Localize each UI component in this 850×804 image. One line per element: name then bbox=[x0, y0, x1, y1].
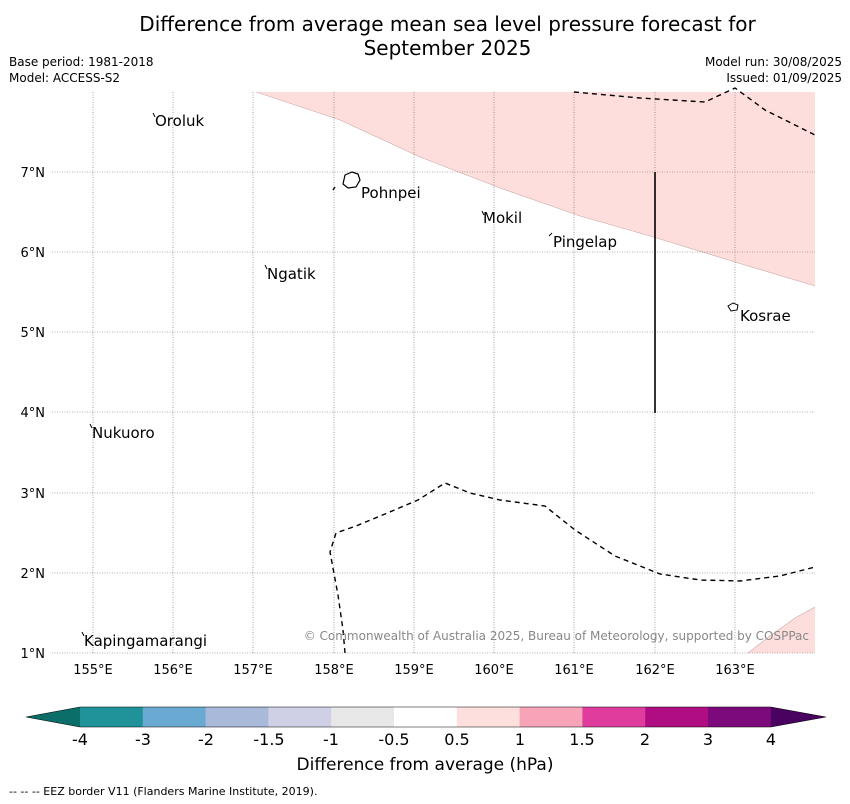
colorbar-segment bbox=[645, 707, 709, 727]
colorbar-segment bbox=[394, 707, 458, 727]
kosrae-island bbox=[727, 302, 739, 312]
cb-tick-9: 2 bbox=[640, 730, 650, 749]
cb-tick-8: 1.5 bbox=[569, 730, 594, 749]
issued-date: Issued: 01/09/2025 bbox=[726, 71, 842, 85]
lat-label-4n: 4°N bbox=[21, 406, 46, 421]
cb-tick-2: -2 bbox=[198, 730, 214, 749]
eez-borders bbox=[329, 87, 816, 654]
colorbar-ticks: -4 -3 -2 -1.5 -1 -0.5 0.5 1 1.5 2 3 4 bbox=[72, 730, 776, 749]
colorbar-segment bbox=[456, 707, 521, 727]
lat-label-2n: 2°N bbox=[21, 567, 46, 582]
colorbar-segment bbox=[80, 707, 144, 727]
colorbar-segment bbox=[268, 707, 332, 727]
colorbar-segment bbox=[582, 707, 646, 727]
cb-tick-0: -4 bbox=[72, 730, 88, 749]
lat-label-7n: 7°N bbox=[21, 166, 46, 181]
meta-right: Model run: 30/08/2025 Issued: 01/09/2025 bbox=[705, 54, 842, 86]
place-pohnpei: Pohnpei bbox=[361, 184, 421, 202]
colorbar bbox=[25, 706, 827, 728]
place-mokil: Mokil bbox=[483, 209, 522, 227]
colorbar-segment bbox=[519, 707, 583, 727]
lon-label-160e: 160°E bbox=[474, 663, 514, 678]
pohnpei-island bbox=[342, 171, 361, 189]
footer-eez-note: -- -- -- EEZ border V11 (Flanders Marine… bbox=[9, 785, 318, 798]
lat-label-6n: 6°N bbox=[21, 246, 46, 261]
atoll-marks bbox=[81, 112, 553, 637]
cb-tick-1: -3 bbox=[135, 730, 151, 749]
lat-label-3n: 3°N bbox=[21, 487, 46, 502]
lat-label-1n: 1°N bbox=[21, 647, 46, 662]
lon-label-158e: 158°E bbox=[314, 663, 354, 678]
place-ngatik: Ngatik bbox=[267, 265, 316, 283]
colorbar-title: Difference from average (hPa) bbox=[296, 755, 554, 775]
cb-tick-10: 3 bbox=[703, 730, 713, 749]
anomaly-boundary-se bbox=[747, 606, 816, 654]
title-line-1: Difference from average mean sea level p… bbox=[139, 12, 756, 36]
cb-tick-5: -0.5 bbox=[378, 730, 409, 749]
cb-tick-6: 0.5 bbox=[444, 730, 469, 749]
meta-left: Base period: 1981-2018 Model: ACCESS-S2 bbox=[9, 54, 154, 86]
lon-label-162e: 162°E bbox=[635, 663, 675, 678]
positive-anomaly-region-se bbox=[748, 607, 815, 653]
cb-tick-3: -1.5 bbox=[253, 730, 284, 749]
colorbar-segment bbox=[205, 707, 269, 727]
colorbar-arrow-left bbox=[26, 707, 80, 727]
colorbar-segment bbox=[708, 707, 772, 727]
lon-label-161e: 161°E bbox=[554, 663, 594, 678]
model-name: Model: ACCESS-S2 bbox=[9, 71, 121, 85]
copyright-notice: © Commonwealth of Australia 2025, Bureau… bbox=[304, 629, 809, 643]
model-run: Model run: 30/08/2025 bbox=[704, 55, 842, 69]
chart-title: Difference from average mean sea level p… bbox=[0, 12, 850, 60]
lon-label-156e: 156°E bbox=[153, 663, 193, 678]
colorbar-outline bbox=[25, 706, 827, 728]
place-oroluk: Oroluk bbox=[155, 112, 204, 130]
positive-anomaly-region bbox=[256, 92, 815, 286]
colorbar-segment bbox=[331, 707, 395, 727]
place-pingelap: Pingelap bbox=[553, 233, 617, 251]
gridlines bbox=[52, 92, 815, 654]
lon-label-163e: 163°E bbox=[715, 663, 755, 678]
colorbar-segment bbox=[142, 707, 207, 727]
cb-tick-7: 1 bbox=[515, 730, 525, 749]
lon-label-155e: 155°E bbox=[73, 663, 113, 678]
cb-tick-4: -1 bbox=[323, 730, 339, 749]
lon-label-159e: 159°E bbox=[394, 663, 434, 678]
place-nukuoro: Nukuoro bbox=[92, 424, 155, 442]
lon-label-157e: 157°E bbox=[233, 663, 273, 678]
colorbar-arrow-right bbox=[770, 707, 826, 727]
place-kosrae: Kosrae bbox=[740, 307, 791, 325]
cb-tick-11: 4 bbox=[766, 730, 776, 749]
base-period: Base period: 1981-2018 bbox=[9, 55, 154, 69]
lat-label-5n: 5°N bbox=[21, 326, 46, 341]
anomaly-boundary bbox=[255, 91, 816, 287]
place-kapingamarangi: Kapingamarangi bbox=[84, 632, 207, 650]
title-line-2: September 2025 bbox=[363, 36, 532, 60]
